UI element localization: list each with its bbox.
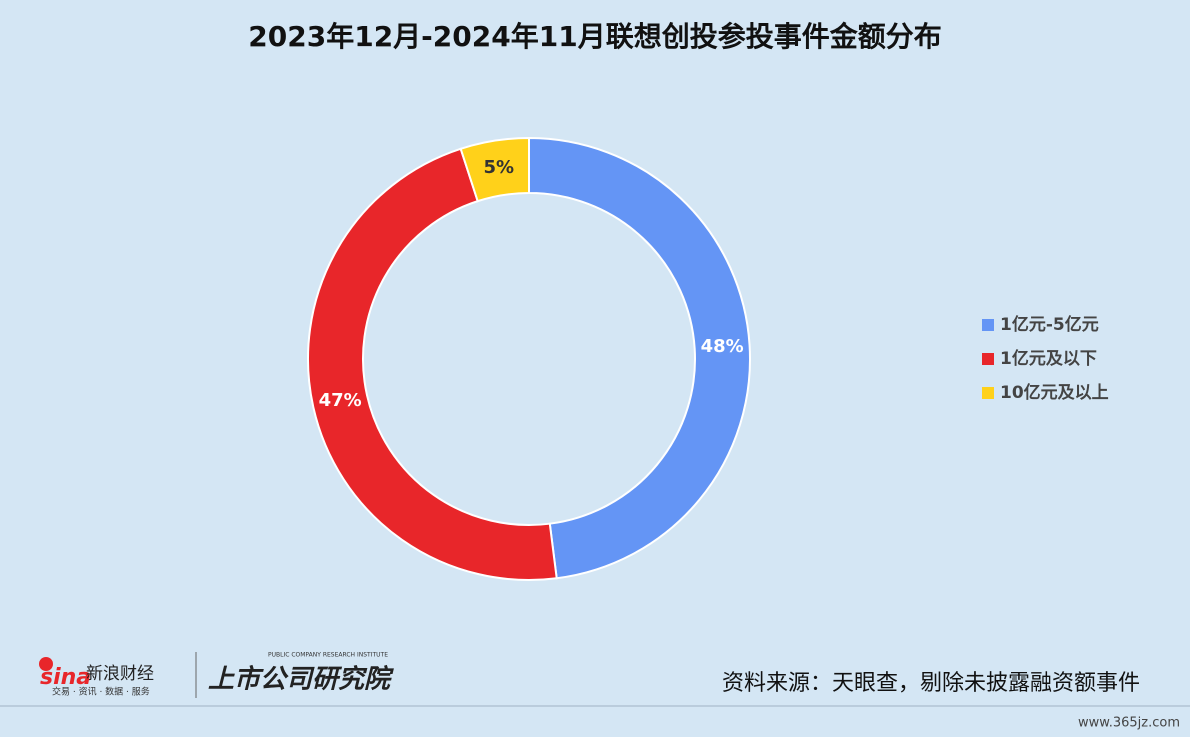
legend-label: 10亿元及以上 xyxy=(1000,382,1109,403)
legend-swatch xyxy=(982,319,994,331)
donut: 48% 47% 5% xyxy=(307,136,751,581)
logo-sub: 交易 · 资讯 · 数据 · 服务 xyxy=(52,686,150,698)
logo-text: 新浪财经 xyxy=(86,664,154,684)
source-note: 资料来源：天眼查，剔除未披露融资额事件 xyxy=(722,671,1140,696)
data-label: 48% xyxy=(701,336,744,357)
slice xyxy=(528,136,751,580)
legend: 1亿元-5亿元 1亿元及以下 10亿元及以上 xyxy=(982,314,1109,403)
logo-icon xyxy=(39,657,53,671)
logo-mark: sina xyxy=(40,665,91,690)
slice xyxy=(459,136,530,203)
legend-swatch xyxy=(982,353,994,365)
institute-en: PUBLIC COMPANY RESEARCH INSTITUTE xyxy=(268,652,388,659)
data-label: 5% xyxy=(483,157,514,178)
slice xyxy=(307,147,558,581)
data-label: 47% xyxy=(319,390,362,411)
legend-label: 1亿元-5亿元 xyxy=(1000,314,1099,335)
institute: 上市公司研究院 xyxy=(208,665,394,695)
legend-swatch xyxy=(982,387,994,399)
watermark: www.365jz.com xyxy=(1078,716,1180,731)
legend-label: 1亿元及以下 xyxy=(1000,348,1097,369)
chart-title: 2023年12月-2024年11月联想创投参投事件金额分布 xyxy=(248,20,941,53)
